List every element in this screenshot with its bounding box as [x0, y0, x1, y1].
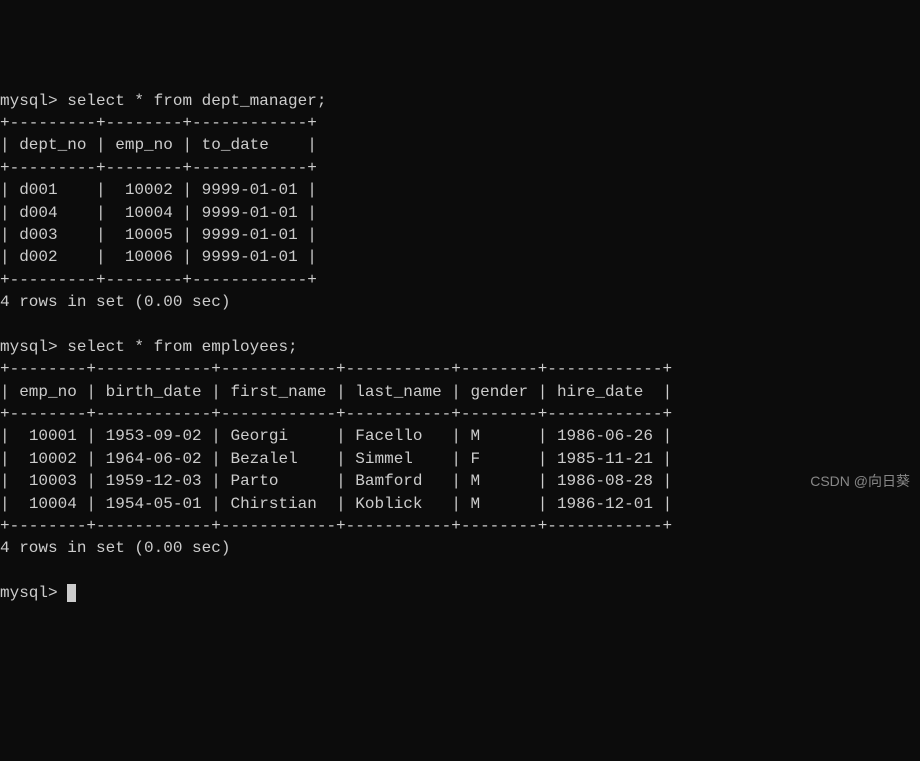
table-2-row-1: | 10001 | 1953-09-02 | Georgi | Facello …: [0, 427, 672, 445]
table-1-bottom-border: +---------+--------+------------+: [0, 271, 317, 289]
cell: 1985-11-21: [557, 450, 653, 468]
cell: d003: [19, 226, 57, 244]
cell: M: [471, 427, 481, 445]
cell: Simmel: [355, 450, 413, 468]
table-2-row-2: | 10002 | 1964-06-02 | Bezalel | Simmel …: [0, 450, 672, 468]
col-gender: gender: [471, 383, 529, 401]
cell: 1986-12-01: [557, 495, 653, 513]
cell: F: [471, 450, 481, 468]
cell: 10006: [125, 248, 173, 266]
table-2-row-4: | 10004 | 1954-05-01 | Chirstian | Kobli…: [0, 495, 672, 513]
cell: d004: [19, 204, 57, 222]
prompt-line-2[interactable]: mysql> select * from employees;: [0, 338, 298, 356]
cell: 1954-05-01: [106, 495, 202, 513]
cell: Chirstian: [230, 495, 316, 513]
table-2-bottom-border: +--------+------------+------------+----…: [0, 517, 672, 535]
prompt-line-3[interactable]: mysql>: [0, 584, 76, 602]
prompt-line-1[interactable]: mysql> select * from dept_manager;: [0, 92, 326, 110]
query-1-command: select * from dept_manager;: [67, 92, 326, 110]
col-hire-date: hire_date: [557, 383, 643, 401]
col-dept-no: dept_no: [19, 136, 86, 154]
cell: M: [471, 472, 481, 490]
table-2-header-border: +--------+------------+------------+----…: [0, 405, 672, 423]
cell: 10004: [125, 204, 173, 222]
cell: Bezalel: [230, 450, 297, 468]
cell: M: [471, 495, 481, 513]
cell: 10002: [29, 450, 77, 468]
cell: 10002: [125, 181, 173, 199]
cell: 1986-06-26: [557, 427, 653, 445]
table-1-row-3: | d003 | 10005 | 9999-01-01 |: [0, 226, 317, 244]
col-birth-date: birth_date: [106, 383, 202, 401]
cell: 1953-09-02: [106, 427, 202, 445]
cell: 10003: [29, 472, 77, 490]
table-1-header-border: +---------+--------+------------+: [0, 159, 317, 177]
table-1-header-row: | dept_no | emp_no | to_date |: [0, 136, 317, 154]
mysql-prompt: mysql>: [0, 584, 58, 602]
cell: 10005: [125, 226, 173, 244]
cell: Bamford: [355, 472, 422, 490]
cell: 9999-01-01: [202, 204, 298, 222]
watermark: CSDN @向日葵: [810, 472, 910, 492]
table-2-row-3: | 10003 | 1959-12-03 | Parto | Bamford |…: [0, 472, 672, 490]
cell: d002: [19, 248, 57, 266]
cell: 9999-01-01: [202, 226, 298, 244]
cell: 1964-06-02: [106, 450, 202, 468]
table-2-header-row: | emp_no | birth_date | first_name | las…: [0, 383, 672, 401]
mysql-prompt: mysql>: [0, 338, 58, 356]
cell: 10004: [29, 495, 77, 513]
cell: 10001: [29, 427, 77, 445]
col-to-date: to_date: [202, 136, 269, 154]
terminal-output: mysql> select * from dept_manager; +----…: [0, 90, 920, 605]
query-1-result: 4 rows in set (0.00 sec): [0, 293, 230, 311]
mysql-prompt: mysql>: [0, 92, 58, 110]
cell: Facello: [355, 427, 422, 445]
cell: 9999-01-01: [202, 248, 298, 266]
cell: 1959-12-03: [106, 472, 202, 490]
table-1-row-2: | d004 | 10004 | 9999-01-01 |: [0, 204, 317, 222]
col-first-name: first_name: [230, 383, 326, 401]
query-2-command: select * from employees;: [67, 338, 297, 356]
col-last-name: last_name: [355, 383, 441, 401]
cell: Georgi: [230, 427, 288, 445]
cell: 1986-08-28: [557, 472, 653, 490]
query-2-result: 4 rows in set (0.00 sec): [0, 539, 230, 557]
table-1-row-1: | d001 | 10002 | 9999-01-01 |: [0, 181, 317, 199]
cell: d001: [19, 181, 57, 199]
table-2-top-border: +--------+------------+------------+----…: [0, 360, 672, 378]
cell: Koblick: [355, 495, 422, 513]
table-1-top-border: +---------+--------+------------+: [0, 114, 317, 132]
col-emp-no: emp_no: [115, 136, 173, 154]
cursor-icon: [67, 584, 76, 602]
col-emp-no: emp_no: [19, 383, 77, 401]
cell: 9999-01-01: [202, 181, 298, 199]
cell: Parto: [230, 472, 278, 490]
table-1-row-4: | d002 | 10006 | 9999-01-01 |: [0, 248, 317, 266]
